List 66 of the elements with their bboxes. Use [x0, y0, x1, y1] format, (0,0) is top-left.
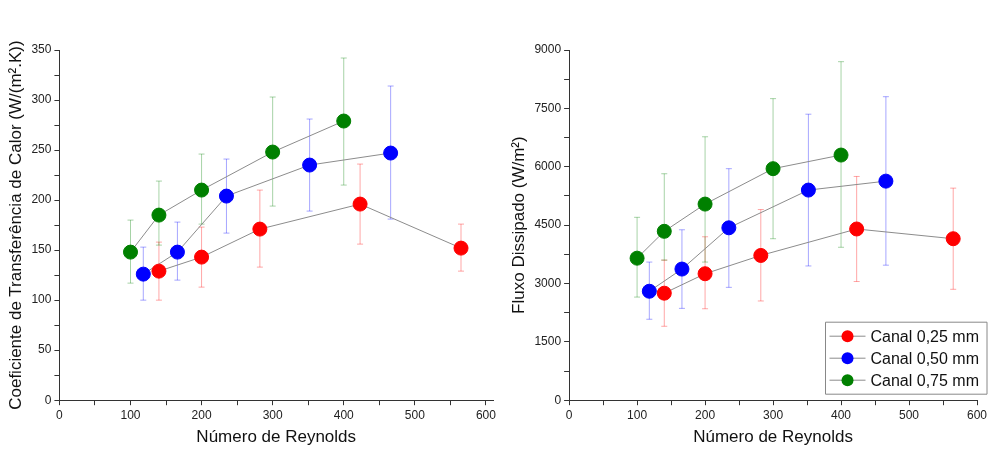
x-tick-label: 0 — [56, 407, 64, 422]
x-tick-label: 500 — [404, 407, 426, 422]
y-tick-label: 250 — [31, 142, 52, 157]
point — [151, 263, 167, 279]
x-tick-label: 200 — [695, 407, 716, 422]
point — [265, 144, 281, 160]
point — [753, 247, 769, 263]
point — [352, 196, 368, 212]
point — [697, 196, 713, 212]
point — [765, 161, 781, 177]
point — [674, 261, 690, 277]
y-tick-label: 7500 — [534, 100, 562, 115]
x-tick-label: 500 — [899, 407, 920, 422]
legend-label: Canal 0,25 mm — [870, 327, 980, 345]
point — [383, 145, 399, 161]
point — [336, 113, 352, 129]
x-tick-label: 0 — [565, 407, 573, 422]
y-tick-label: 0 — [554, 392, 562, 407]
point — [194, 182, 210, 198]
legend-label: Canal 0,75 mm — [870, 371, 980, 389]
point — [833, 147, 849, 163]
point — [849, 221, 865, 237]
y-tick-label: 200 — [31, 192, 52, 207]
point — [878, 173, 894, 189]
y-tick-label: 6000 — [534, 159, 562, 174]
y-tick-label: 1500 — [534, 334, 562, 349]
point — [641, 283, 657, 299]
y-tick-label: 300 — [31, 92, 52, 107]
y-tick-label: 150 — [31, 242, 52, 257]
point — [629, 250, 645, 266]
point — [453, 240, 469, 256]
x-tick-label: 100 — [120, 407, 141, 422]
point — [169, 244, 185, 260]
point — [697, 266, 713, 282]
y-tick-label: 3000 — [534, 275, 562, 290]
point — [656, 223, 672, 239]
y-tick-label: 100 — [31, 292, 52, 307]
point — [123, 244, 138, 260]
x-axis-title: Número de Reynolds — [693, 427, 853, 447]
x-tick-label: 300 — [262, 407, 283, 422]
y-tick-label: 4500 — [534, 217, 562, 232]
point — [252, 221, 268, 237]
y-axis-title: Fluxo Dissipado (W/m²) — [508, 136, 528, 314]
point — [800, 182, 816, 198]
x-tick-label: 400 — [831, 407, 852, 422]
x-tick-label: 600 — [966, 407, 988, 422]
x-tick-label: 400 — [333, 407, 355, 422]
point — [721, 220, 737, 236]
y-tick-label: 350 — [31, 42, 52, 57]
y-tick-label: 0 — [44, 392, 52, 407]
point — [218, 188, 234, 204]
legend-label: Canal 0,50 mm — [870, 349, 980, 367]
point — [656, 285, 672, 301]
point — [135, 266, 151, 282]
y-axis-title: Coeficiente de Transferência de Calor (W/(m².K)) — [5, 40, 25, 410]
x-tick-label: 300 — [763, 407, 784, 422]
x-tick-label: 100 — [627, 407, 648, 422]
point — [194, 249, 210, 265]
point — [945, 231, 961, 247]
x-tick-label: 200 — [191, 407, 212, 422]
y-tick-label: 9000 — [534, 42, 562, 57]
point — [151, 207, 167, 223]
x-axis-title: Número de Reynolds — [196, 427, 357, 447]
x-tick-label: 600 — [475, 407, 497, 422]
point — [302, 157, 318, 173]
y-tick-label: 50 — [38, 342, 52, 357]
